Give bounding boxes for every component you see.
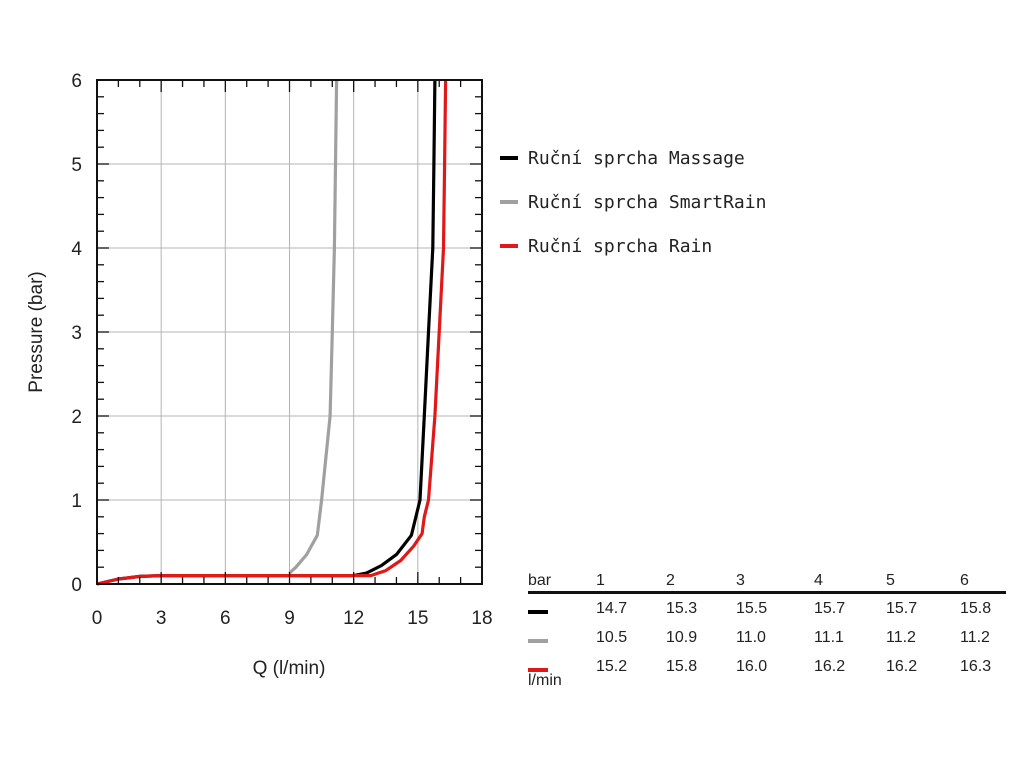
table-cell: 10.5 [596,629,628,646]
y-tick-label: 2 [71,407,82,428]
axes [96,79,483,585]
legend-label-rain: Ruční sprcha Rain [528,235,713,257]
series-line-2 [96,79,448,586]
y-tick-label: 4 [71,239,82,260]
table-cell: 11.2 [960,629,990,646]
y-tick-label: 5 [71,155,82,176]
x-tick-label: 15 [407,608,428,629]
x-tick-label: 18 [471,608,492,629]
table-cell: 15.5 [736,600,768,617]
table-header-label: bar [528,572,552,589]
x-tick-label: 0 [92,608,103,629]
series-lines [96,79,448,586]
table-col-header: 5 [886,572,895,589]
flow-table: bar 1 2 3 4 5 6 14.7 15.3 15.5 15.7 15.7… [528,572,1006,689]
table-cell: 15.7 [886,600,918,617]
legend-swatch-rain [500,244,518,248]
table-row: 14.7 15.3 15.5 15.7 15.7 15.8 [528,598,1006,627]
y-tick-label: 6 [71,71,82,92]
table-unit-label: l/min [528,672,562,689]
table-col-header: 2 [666,572,675,589]
table-row: 10.5 10.9 11.0 11.1 11.2 11.2 [528,627,1006,656]
x-tick-label: 6 [220,608,231,629]
table-row-swatch [528,610,548,614]
x-tick-label: 9 [284,608,295,629]
y-axis-title: Pressure (bar) [26,271,47,392]
legend-label-massage: Ruční sprcha Massage [528,147,745,169]
legend-item-smartrain: Ruční sprcha SmartRain [500,180,766,224]
x-tick-label: 12 [343,608,364,629]
legend-swatch-massage [500,156,518,160]
table-cell: 16.2 [814,658,846,675]
table-cell: 15.3 [666,600,698,617]
plot-frame [96,79,483,585]
y-tick-label: 3 [71,323,82,344]
table-cell: 11.2 [886,629,916,646]
table-col-header: 6 [960,572,969,589]
legend-item-rain: Ruční sprcha Rain [500,224,766,268]
table-cell: 11.0 [736,629,766,646]
table-cell: 11.1 [814,629,844,646]
table-row-swatch [528,639,548,643]
legend: Ruční sprcha Massage Ruční sprcha SmartR… [500,136,766,268]
table-cell: 15.8 [960,600,992,617]
table-row: 15.2 15.8 16.0 16.2 16.2 16.3 [528,656,1006,685]
table-cell: 10.9 [666,629,698,646]
legend-swatch-smartrain [500,200,518,204]
legend-label-smartrain: Ruční sprcha SmartRain [528,191,767,213]
table-col-header: 1 [596,572,605,589]
x-axis-title: Q (l/min) [253,658,326,679]
table-header: bar 1 2 3 4 5 6 [528,572,1006,594]
table-cell: 16.0 [736,658,768,675]
grid [97,80,482,584]
table-cell: 14.7 [596,600,628,617]
table-cell: 15.7 [814,600,846,617]
table-col-header: 3 [736,572,745,589]
table-cell: 16.3 [960,658,992,675]
series-line-1 [288,79,339,575]
table-cell: 15.8 [666,658,698,675]
table-row-swatch [528,668,548,672]
table-col-header: 4 [814,572,823,589]
table-cell: 16.2 [886,658,918,675]
x-tick-label: 3 [156,608,167,629]
legend-item-massage: Ruční sprcha Massage [500,136,766,180]
y-tick-label: 1 [71,491,82,512]
y-tick-label: 0 [71,575,82,596]
table-cell: 15.2 [596,658,628,675]
